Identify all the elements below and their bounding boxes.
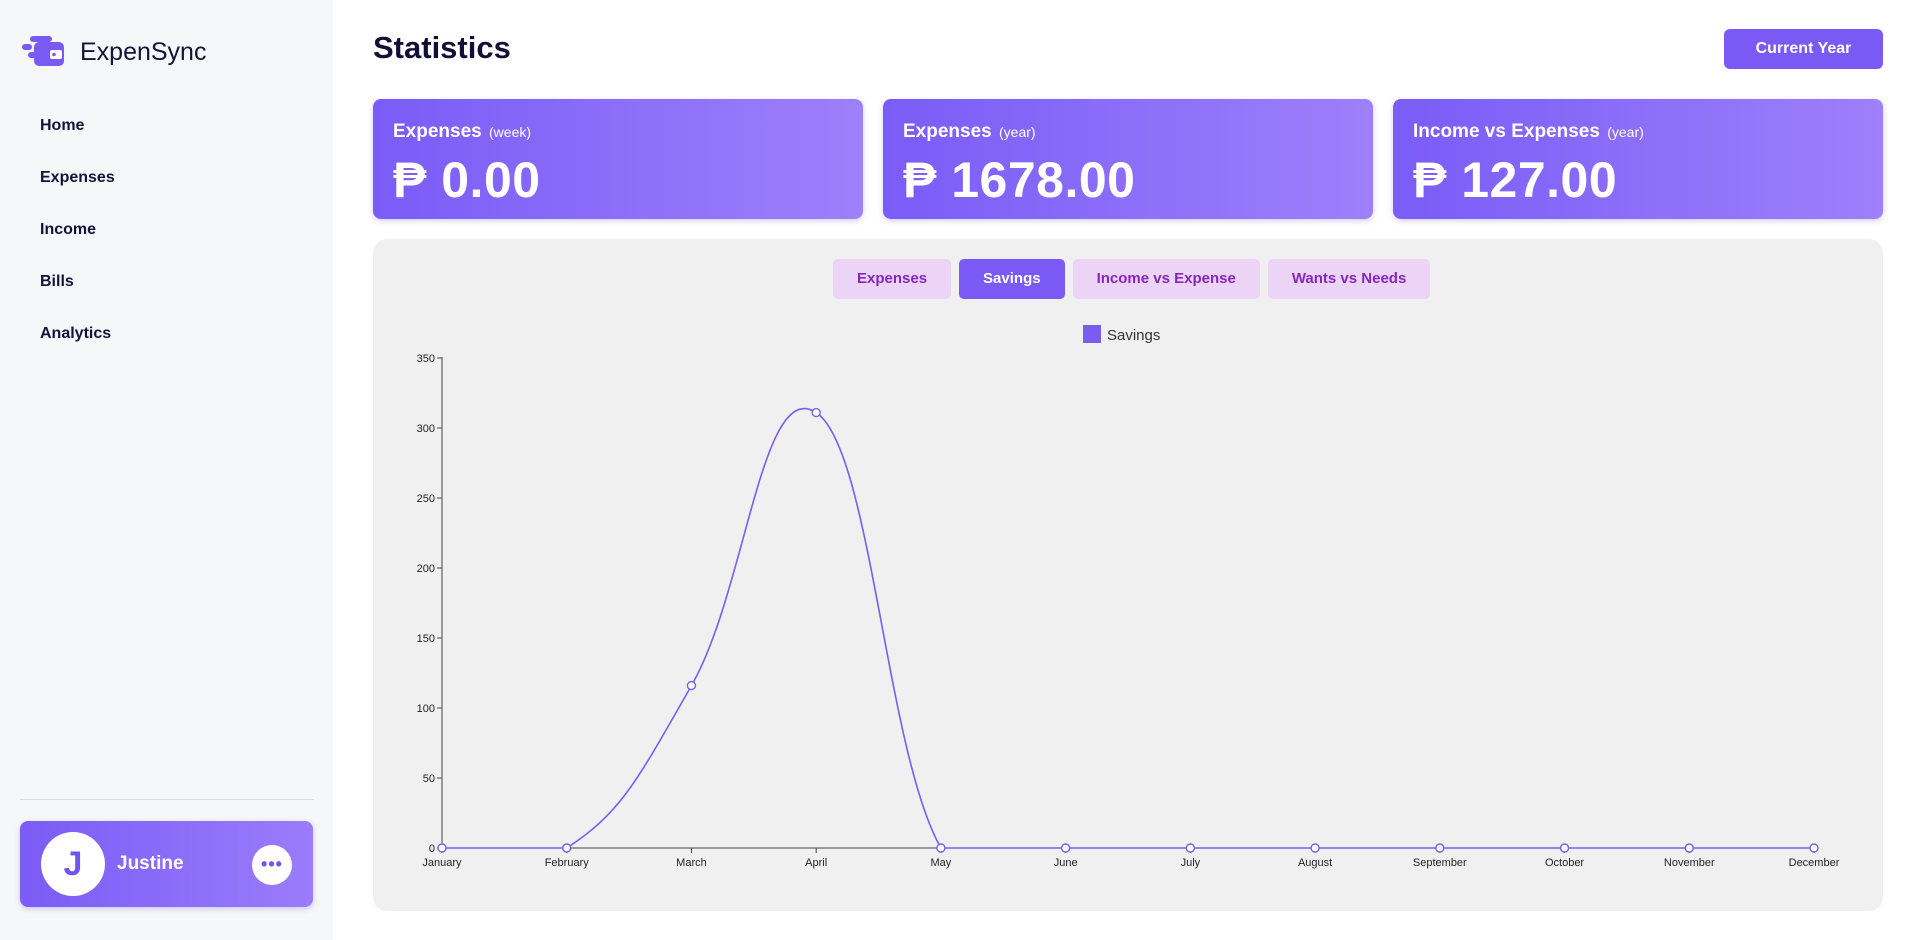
card-value: ₱ 127.00: [1413, 152, 1618, 208]
sidebar-item-analytics[interactable]: Analytics: [40, 325, 112, 342]
legend-label: Savings: [1107, 327, 1160, 344]
current-year-button[interactable]: Current Year: [1724, 29, 1883, 69]
x-tick-label: October: [1545, 857, 1584, 869]
y-tick-label: 300: [417, 423, 435, 435]
expenses-week-card: Expenses (week) ₱ 0.00: [373, 99, 863, 219]
more-options-button[interactable]: •••: [252, 845, 292, 885]
data-point: [1809, 843, 1819, 853]
card-title-text: Expenses: [903, 121, 992, 142]
x-tick-label: January: [422, 857, 462, 869]
data-point: [811, 407, 821, 418]
card-value: ₱ 1678.00: [903, 152, 1136, 208]
data-point: [562, 843, 572, 853]
card-value: ₱ 0.00: [393, 152, 541, 208]
data-point: [437, 843, 447, 853]
sidebar-item-expenses[interactable]: Expenses: [40, 169, 115, 186]
y-tick-label: 50: [423, 773, 435, 785]
card-title: Income vs Expenses (year): [1413, 121, 1644, 143]
y-tick-label: 150: [417, 633, 435, 645]
sidebar-item-bills[interactable]: Bills: [40, 273, 74, 290]
card-title-text: Expenses: [393, 121, 482, 142]
data-point: [1559, 843, 1570, 853]
tab-income-vs-expense[interactable]: Income vs Expense: [1072, 259, 1260, 299]
data-point: [1684, 843, 1694, 853]
tab-wants-vs-needs[interactable]: Wants vs Needs: [1267, 259, 1431, 299]
y-tick-label: 200: [417, 563, 435, 575]
income-vs-expenses-card: Income vs Expenses (year) ₱ 127.00: [1393, 99, 1883, 219]
ellipsis-icon: •••: [261, 854, 283, 874]
x-tick-label: February: [545, 857, 590, 869]
x-tick-label: November: [1664, 857, 1715, 869]
sidebar-item-income[interactable]: Income: [40, 221, 97, 238]
y-tick-label: 250: [417, 493, 435, 505]
x-tick-label: June: [1054, 857, 1078, 869]
x-tick-label: August: [1298, 857, 1332, 869]
chart-panel: Expenses Savings Income vs Expense Wants…: [373, 239, 1883, 911]
sidebar-divider: [20, 799, 314, 800]
data-point: [686, 680, 697, 691]
user-name: Justine: [117, 853, 184, 874]
x-tick-label: April: [805, 857, 827, 869]
sidebar-nav: Home Expenses Income Bills Analytics: [40, 110, 115, 370]
user-card[interactable]: J Justine •••: [20, 821, 313, 907]
x-tick-label: December: [1789, 857, 1840, 869]
data-point: [1060, 843, 1071, 853]
x-tick-label: May: [931, 857, 952, 869]
legend-swatch: [1083, 325, 1101, 343]
sidebar-item-home[interactable]: Home: [40, 117, 85, 134]
card-title: Expenses (year): [903, 121, 1036, 143]
card-title: Expenses (week): [393, 121, 531, 143]
x-tick-label: July: [1181, 857, 1201, 869]
tab-savings[interactable]: Savings: [959, 259, 1065, 299]
chart-tabs: Expenses Savings Income vs Expense Wants…: [833, 259, 1438, 299]
y-tick-label: 350: [417, 353, 435, 365]
card-title-text: Income vs Expenses: [1413, 121, 1600, 142]
tab-expenses[interactable]: Expenses: [833, 259, 952, 299]
card-subtitle: (week): [489, 124, 532, 140]
brand-name: ExpenSync: [80, 37, 207, 66]
page-title: Statistics: [373, 30, 511, 65]
card-subtitle: (year): [1607, 124, 1644, 140]
data-point: [1185, 843, 1196, 853]
y-tick-label: 100: [417, 703, 435, 715]
x-tick-label: September: [1413, 857, 1467, 869]
sidebar: ExpenSync Home Expenses Income Bills Ana…: [0, 0, 333, 940]
savings-series-line: [441, 408, 1814, 849]
data-point: [1310, 843, 1320, 853]
data-point: [1435, 843, 1445, 853]
wallet-logo-icon: [22, 36, 64, 66]
x-tick-label: March: [676, 857, 707, 869]
expenses-year-card: Expenses (year) ₱ 1678.00: [883, 99, 1373, 219]
y-tick-label: 0: [429, 843, 435, 855]
savings-line-chart: Savings 0 50 100 150 200 250 300 350 January Febru…: [417, 325, 1840, 869]
card-subtitle: (year): [999, 124, 1036, 140]
brand[interactable]: ExpenSync: [20, 32, 206, 72]
avatar: J: [41, 832, 105, 896]
data-point: [936, 843, 946, 853]
